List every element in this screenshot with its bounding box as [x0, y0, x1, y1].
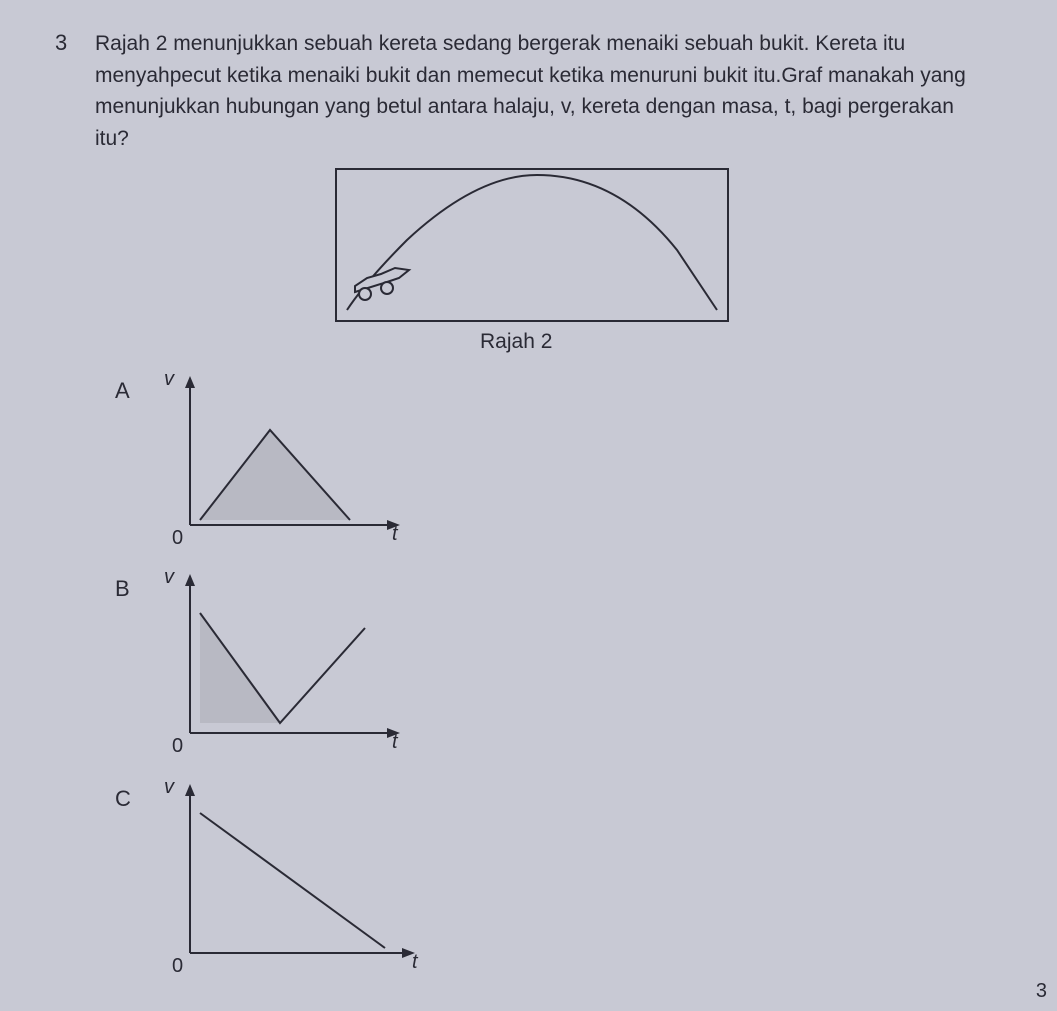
figure-caption: Rajah 2: [480, 330, 552, 354]
y-axis-label: v: [164, 776, 174, 799]
figure-rajah-2: [335, 168, 729, 322]
page-root: 3 Rajah 2 menunjukkan sebuah kereta seda…: [0, 0, 1057, 1011]
hill-car-svg: [337, 170, 727, 320]
x-axis-label: t: [392, 731, 398, 754]
question-number: 3: [55, 30, 67, 56]
question-text: Rajah 2 menunjukkan sebuah kereta sedang…: [95, 28, 985, 154]
origin-label: 0: [172, 527, 183, 550]
y-axis-label: v: [164, 368, 174, 391]
page-number-right: 3: [1036, 980, 1047, 1003]
y-axis-label: v: [164, 566, 174, 589]
car-wheel-rear: [381, 282, 393, 294]
origin-label: 0: [172, 955, 183, 978]
option-label-b: B: [115, 576, 130, 602]
option-graph-a: [160, 370, 410, 550]
option-label-c: C: [115, 786, 131, 812]
option-graph-c: [160, 778, 430, 978]
x-axis-label: t: [392, 523, 398, 546]
hill-curve: [347, 175, 717, 310]
x-axis-label: t: [412, 951, 418, 974]
car-wheel-front: [359, 288, 371, 300]
option-label-a: A: [115, 378, 130, 404]
origin-label: 0: [172, 735, 183, 758]
option-graph-b: [160, 568, 410, 758]
